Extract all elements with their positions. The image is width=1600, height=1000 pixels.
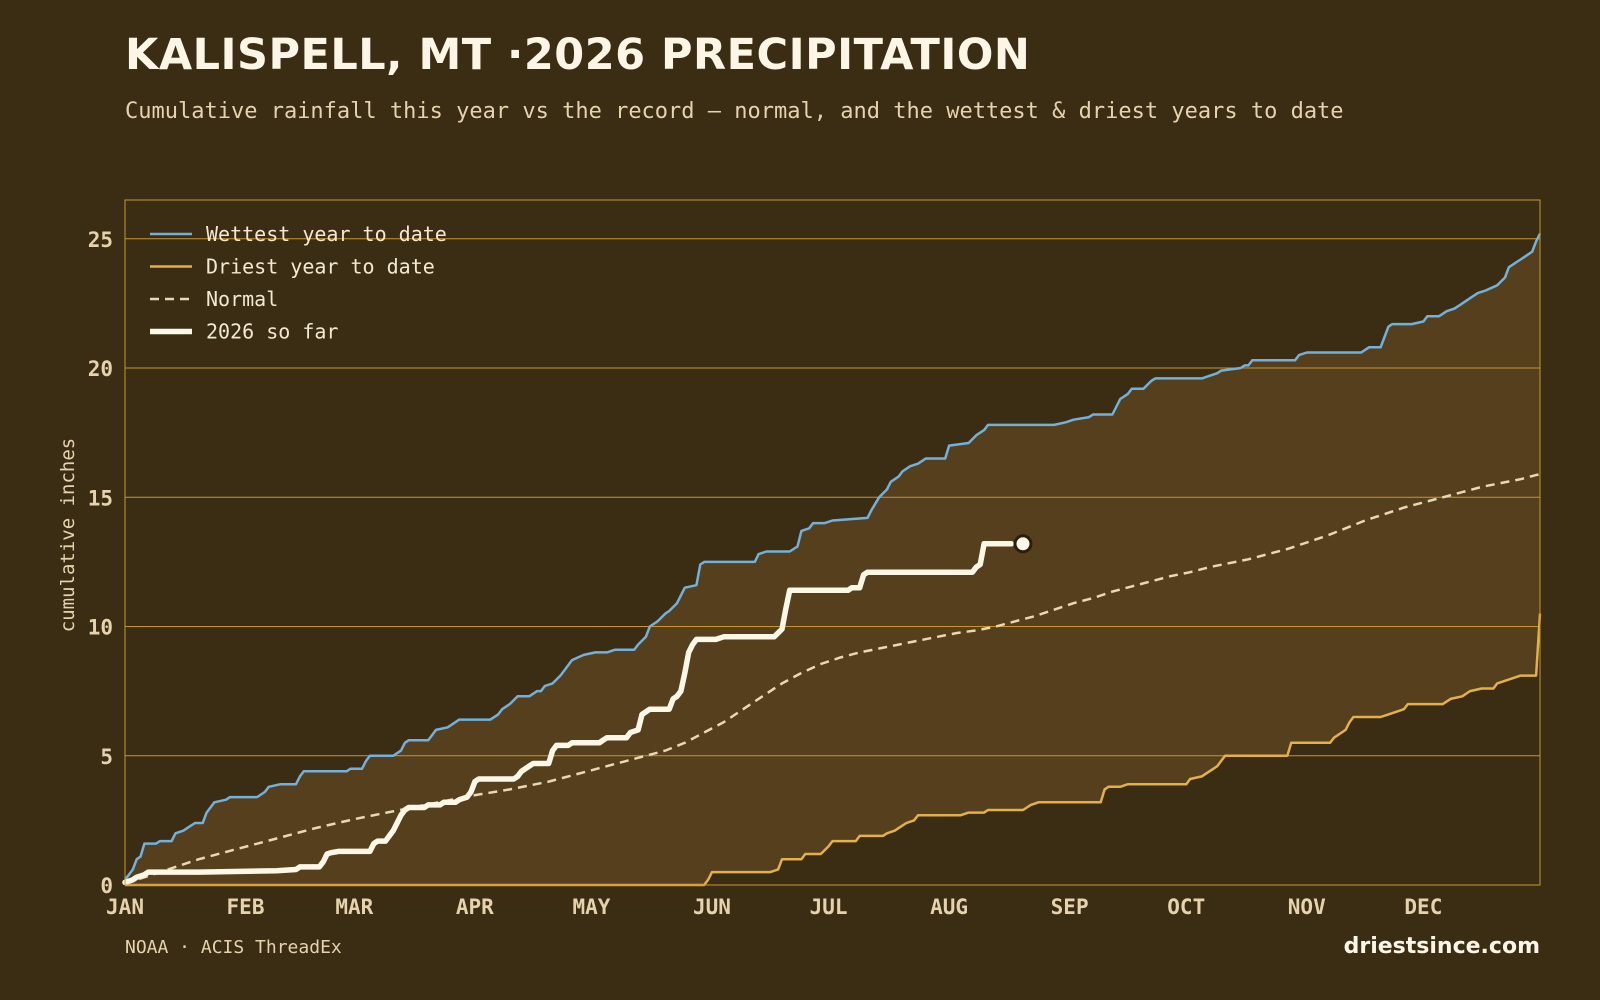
page-subtitle: Cumulative rainfall this year vs the rec… bbox=[125, 99, 1344, 124]
legend: Wettest year to date Driest year to date N… bbox=[150, 222, 447, 344]
y-axis: 0 5 10 15 20 25 bbox=[88, 228, 113, 898]
x-tick-label-feb: FEB bbox=[227, 895, 265, 919]
x-tick-label-nov: NOV bbox=[1288, 895, 1326, 919]
y-tick-label: 20 bbox=[88, 357, 113, 381]
x-tick-label-apr: APR bbox=[456, 895, 494, 919]
legend-label: 2026 so far bbox=[206, 320, 338, 344]
series-line-wettest bbox=[124, 233, 1542, 881]
x-tick-label-aug: AUG bbox=[930, 895, 968, 919]
y-tick-label: 5 bbox=[100, 745, 113, 769]
range-band-fill bbox=[125, 233, 1540, 886]
legend-label: Wettest year to date bbox=[206, 222, 447, 246]
legend-label: Driest year to date bbox=[206, 255, 435, 279]
gridlines bbox=[125, 238, 1540, 757]
y-tick-label: 0 bbox=[100, 874, 113, 898]
current-marker-group bbox=[1013, 534, 1033, 554]
x-tick-label-may: MAY bbox=[573, 895, 611, 919]
series-line-normal bbox=[124, 472, 1541, 885]
y-tick-label: 25 bbox=[88, 228, 113, 252]
x-tick-label-jul: JUL bbox=[810, 895, 848, 919]
x-tick-label-jan: JAN bbox=[106, 895, 144, 919]
x-tick-label-jun: JUN bbox=[693, 895, 731, 919]
plot-frame bbox=[124, 199, 1541, 886]
x-tick-label-dec: DEC bbox=[1404, 895, 1442, 919]
x-tick-label-oct: OCT bbox=[1167, 895, 1205, 919]
series-lines bbox=[122, 233, 1542, 887]
x-tick-label-sep: SEP bbox=[1051, 895, 1089, 919]
x-tick-label-mar: MAR bbox=[335, 895, 373, 919]
y-axis-label: cumulative inches bbox=[57, 438, 79, 632]
range-band bbox=[125, 233, 1540, 886]
legend-label: Normal bbox=[206, 287, 278, 311]
brand-link[interactable]: driestsince.com bbox=[1343, 934, 1540, 959]
page-title: KALISPELL, MT ·2026 PRECIPITATION bbox=[125, 30, 1031, 80]
x-axis: JAN FEB MAR APR MAY JUN JUL AUG SEP OCT NOV DEC bbox=[106, 895, 1442, 919]
series-line-driest bbox=[125, 613, 1542, 887]
series-line-2026 bbox=[122, 541, 1015, 886]
source-credit: NOAA · ACIS ThreadEx bbox=[125, 937, 342, 958]
y-tick-label: 10 bbox=[88, 616, 113, 640]
y-tick-label: 15 bbox=[88, 486, 113, 510]
current-value-marker bbox=[1013, 534, 1033, 554]
